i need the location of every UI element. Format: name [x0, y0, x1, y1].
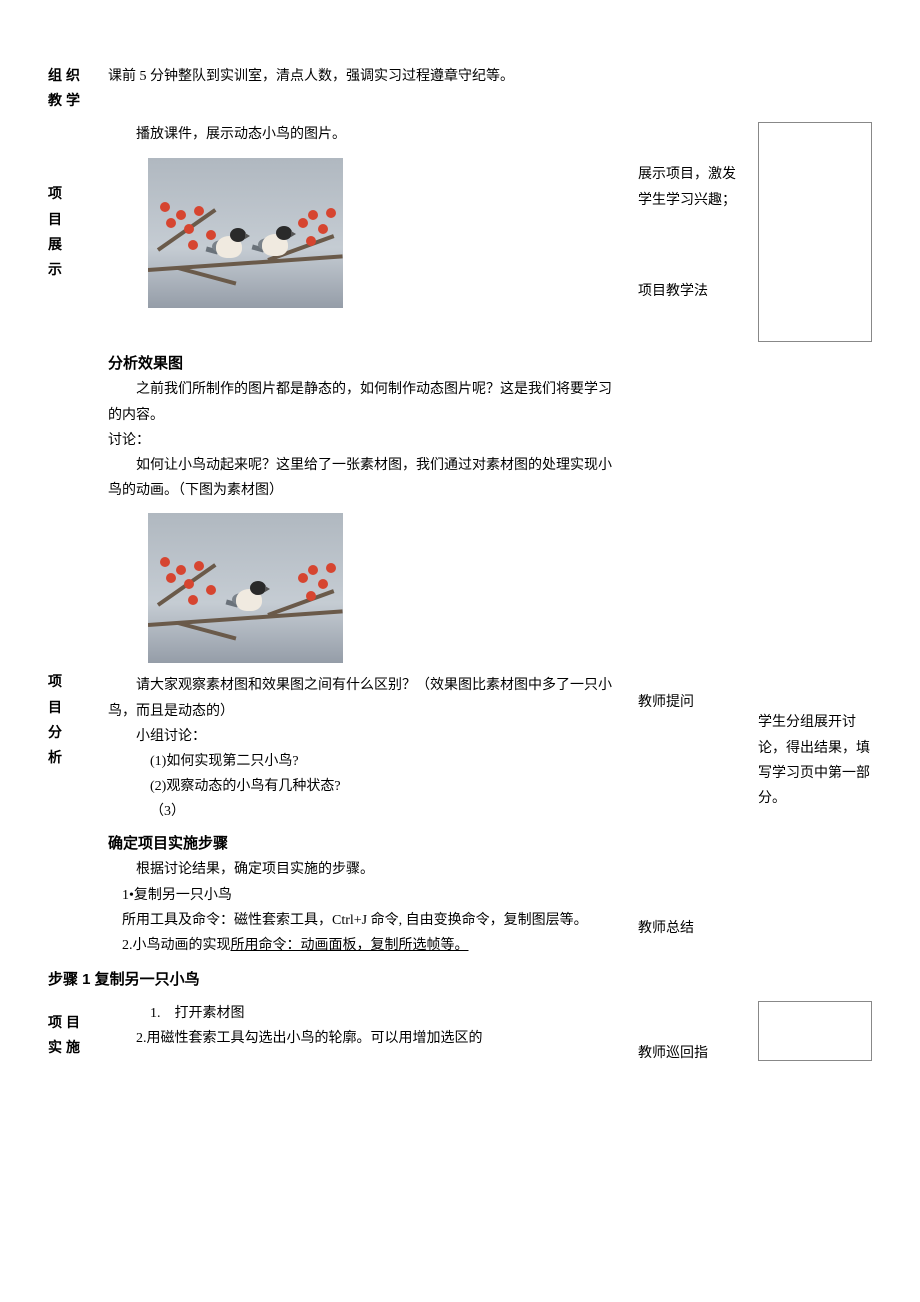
ana-li1: (1)如何实现第二只小鸟? — [108, 749, 622, 774]
source-image-one-bird — [148, 513, 343, 663]
display-intro: 播放课件，展示动态小鸟的图片。 — [108, 122, 622, 147]
row-display: 项 目展 示 播放课件，展示动态小鸟的图片。 展示项目，激发学生学习兴趣； 项目… — [40, 118, 880, 346]
ana-li3: （3） — [108, 799, 622, 824]
ana-p2: 讨论： — [108, 428, 622, 453]
impl-li2: 2.用磁性套索工具勾选出小鸟的轮廓。可以用增加选区的 — [108, 1026, 622, 1051]
content-analysis: 分析效果图 之前我们所制作的图片都是静态的，如何制作动态图片呢？这是我们将要学习… — [100, 346, 630, 962]
step1-header: 步骤 1 复制另一只小鸟 — [48, 966, 872, 993]
ana-p9a: 2.小鸟动画的实现 — [122, 938, 231, 953]
row-org: 组织 教学 课前 5 分钟整队到实训室，清点人数，强调实习过程遵章守纪等。 — [40, 60, 880, 118]
label-analysis-text: 项 目分 析 — [48, 670, 92, 771]
ana-p8: 所用工具及命令：磁性套索工具，Ctrl+J 命令, 自由变换命令，复制图层等。 — [108, 908, 622, 933]
step1-header-cell: 步骤 1 复制另一只小鸟 — [40, 962, 880, 997]
ana-p6: 根据讨论结果，确定项目实施的步骤。 — [108, 857, 622, 882]
label-org: 组织 教学 — [40, 60, 100, 118]
h-steps: 确定项目实施步骤 — [108, 830, 622, 857]
ana-p3: 如何让小鸟动起来呢？这里给了一张素材图，我们通过对素材图的处理实现小鸟的动画。（… — [108, 453, 622, 503]
row-impl: 项目实施 1. 打开素材图 2.用磁性套索工具勾选出小鸟的轮廓。可以用增加选区的… — [40, 997, 880, 1070]
tnote-impl: 教师巡回指 — [638, 1041, 742, 1066]
tnote-display-1: 展示项目，激发学生学习兴趣； — [638, 162, 742, 212]
h-analyze: 分析效果图 — [108, 350, 622, 377]
snote-ana: 学生分组展开讨论，得出结果，填写学习页中第一部分。 — [758, 710, 872, 811]
label-analysis: 项 目分 析 — [40, 346, 100, 962]
label-display: 项 目展 示 — [40, 118, 100, 346]
tnote-ana-2: 教师总结 — [638, 916, 742, 941]
ana-p7: 1•复制另一只小鸟 — [108, 883, 622, 908]
student-note-box-2 — [758, 1001, 872, 1061]
tnote-ana-1: 教师提问 — [638, 690, 742, 715]
ana-p9: 2.小鸟动画的实现所用命令：动画面板，复制所选帧等。 — [108, 933, 622, 958]
ana-p1: 之前我们所制作的图片都是静态的，如何制作动态图片呢？这是我们将要学习的内容。 — [108, 377, 622, 427]
ana-p4: 请大家观察素材图和效果图之间有什么区别？（效果图比素材图中多了一只小鸟，而且是动… — [108, 673, 622, 723]
teacher-col-display: 展示项目，激发学生学习兴趣； 项目教学法 — [630, 118, 750, 346]
label-impl: 项目实施 — [40, 997, 100, 1070]
teacher-col-analysis: 教师提问 教师总结 — [630, 346, 750, 962]
result-image-two-birds — [148, 158, 343, 308]
student-col-analysis: 学生分组展开讨论，得出结果，填写学习页中第一部分。 — [750, 346, 880, 962]
content-org: 课前 5 分钟整队到实训室，清点人数，强调实习过程遵章守纪等。 — [100, 60, 880, 118]
ana-p9b: 所用命令：动画面板，复制所选帧等。 — [231, 938, 469, 953]
label-org-line1: 组织 — [48, 64, 92, 89]
label-impl-text: 项目实施 — [48, 1011, 92, 1061]
student-col-impl — [750, 997, 880, 1070]
teacher-col-impl: 教师巡回指 — [630, 997, 750, 1070]
lesson-plan-table: 组织 教学 课前 5 分钟整队到实训室，清点人数，强调实习过程遵章守纪等。 项 … — [40, 60, 880, 1070]
label-org-line2: 教学 — [48, 89, 92, 114]
ana-p5: 小组讨论： — [108, 724, 622, 749]
tnote-display-2: 项目教学法 — [638, 279, 742, 304]
ana-li2: (2)观察动态的小鸟有几种状态? — [108, 774, 622, 799]
content-display: 播放课件，展示动态小鸟的图片。 — [100, 118, 630, 346]
label-display-text: 项 目展 示 — [48, 182, 92, 283]
student-note-box-1 — [758, 122, 872, 342]
student-col-display — [750, 118, 880, 346]
impl-li1: 1. 打开素材图 — [108, 1001, 622, 1026]
row-step1-header: 步骤 1 复制另一只小鸟 — [40, 962, 880, 997]
content-impl: 1. 打开素材图 2.用磁性套索工具勾选出小鸟的轮廓。可以用增加选区的 — [100, 997, 630, 1070]
row-analysis: 项 目分 析 分析效果图 之前我们所制作的图片都是静态的，如何制作动态图片呢？这… — [40, 346, 880, 962]
